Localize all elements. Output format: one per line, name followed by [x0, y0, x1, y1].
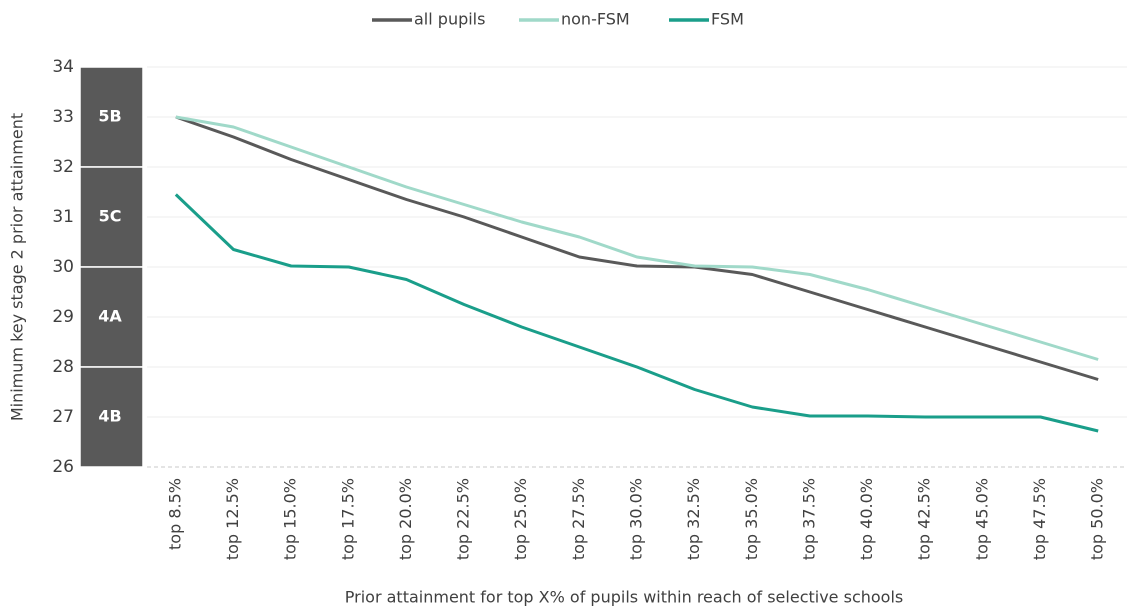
y-axis-label: Minimum key stage 2 prior attainment	[8, 113, 27, 421]
band-label: 5C	[99, 207, 122, 226]
x-tick-label: top 8.5%	[165, 478, 184, 550]
band-label: 4A	[98, 307, 122, 326]
x-tick-label: top 45.0%	[972, 478, 991, 560]
x-tick-label: top 30.0%	[627, 478, 646, 560]
x-tick-label: top 42.5%	[915, 478, 934, 560]
x-tick-label: top 47.5%	[1030, 478, 1049, 560]
x-tick-label: top 12.5%	[223, 478, 242, 560]
band-label: 4B	[98, 407, 121, 426]
x-tick-label: top 50.0%	[1088, 478, 1107, 560]
attainment-band	[79, 66, 144, 168]
series-line	[174, 193, 1099, 433]
legend-label: all pupils	[414, 10, 485, 29]
x-tick-label: top 20.0%	[396, 478, 415, 560]
x-tick-label: top 37.5%	[799, 478, 818, 560]
y-tick-label: 30	[52, 257, 74, 277]
y-tick-label: 29	[52, 307, 74, 327]
attainment-band	[79, 166, 144, 268]
y-tick-label: 32	[52, 157, 74, 177]
x-tick-label: top 25.0%	[511, 478, 530, 560]
y-tick-label: 34	[52, 57, 74, 77]
series-line	[175, 115, 1099, 381]
y-tick-label: 27	[52, 407, 74, 427]
x-tick-label: top 35.0%	[742, 478, 761, 560]
y-tick-label: 33	[52, 107, 74, 127]
x-tick-label: top 17.5%	[338, 478, 357, 560]
y-tick-label: 28	[52, 357, 74, 377]
x-tick-label: top 27.5%	[569, 478, 588, 560]
legend-label: non-FSM	[561, 10, 630, 29]
legend-label: FSM	[711, 10, 744, 29]
band-label: 5B	[98, 107, 121, 126]
x-tick-label: top 15.0%	[281, 478, 300, 560]
x-tick-label: top 32.5%	[684, 478, 703, 560]
x-axis-label: Prior attainment for top X% of pupils wi…	[345, 588, 903, 607]
y-tick-label: 31	[52, 207, 74, 227]
y-tick-label: 26	[52, 457, 74, 477]
x-tick-label: top 40.0%	[857, 478, 876, 560]
series-line	[175, 115, 1099, 361]
x-tick-label: top 22.5%	[454, 478, 473, 560]
attainment-band	[79, 366, 144, 468]
